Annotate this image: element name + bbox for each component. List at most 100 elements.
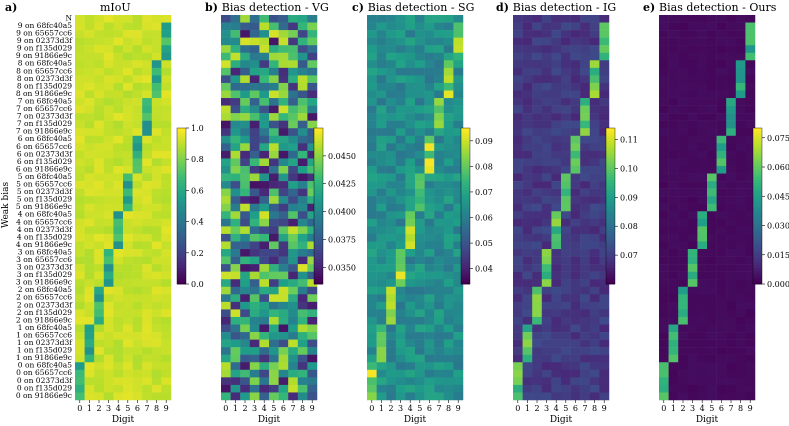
heatmap-cell [589,15,600,23]
heatmap-cell [580,301,591,310]
heatmap-cell [142,135,153,144]
heatmap-cell [367,233,377,242]
heatmap-cell [453,392,464,401]
heatmap-cell [84,301,95,310]
heatmap-cell [249,128,260,137]
colorbar-segment [314,260,323,264]
colorbar-segment [461,148,470,152]
heatmap-cell [541,203,552,212]
colorbar-segment [177,276,186,280]
heatmap-cell [551,105,562,114]
heatmap-cell [259,233,270,242]
heatmap-cell [113,203,124,212]
heatmap-cell [668,347,679,355]
heatmap-cell [376,75,387,84]
heatmap-cell [278,316,289,325]
heatmap-cell [707,120,717,129]
heatmap-cell [532,98,543,106]
heatmap-cell [707,113,717,121]
heatmap-cell [424,256,435,265]
heatmap-cell [522,309,533,318]
heatmap-cell [142,113,153,121]
colorbar-segment [606,213,615,217]
heatmap-cell [716,354,727,363]
heatmap-cell [589,113,600,121]
heatmap-cell [716,316,727,325]
heatmap-cell [453,22,464,31]
heatmap-cell [434,256,445,265]
heatmap-cell [697,218,708,227]
heatmap-cell [589,188,600,197]
heatmap-cell [142,211,153,220]
heatmap-cell [230,392,241,401]
heatmap-cell [123,218,133,227]
heatmap-cell [697,241,708,250]
heatmap-cell [75,309,85,318]
heatmap-cell [678,158,689,167]
heatmap-cell [453,98,464,106]
colorbar-frame [313,127,324,285]
heatmap-cell [561,75,571,84]
heatmap-cell [230,226,241,235]
heatmap-cell [659,241,669,250]
heatmap-cell [240,233,251,242]
heatmap-cell [103,377,114,386]
heatmap-cell [75,286,85,295]
heatmap-cell [75,377,85,386]
heatmap-cell [434,150,445,159]
heatmap-cell [221,203,231,212]
heatmap-cell [599,75,610,84]
heatmap-cell [522,120,533,129]
heatmap-cell [580,324,591,333]
heatmap-cell [161,67,172,76]
colorbar-segment [177,135,186,139]
heatmap-cell [307,249,318,257]
heatmap-cell [367,135,377,144]
x-tick-label: 9 [310,404,315,413]
heatmap-cell [668,128,679,137]
heatmap-cell [707,196,717,204]
heatmap-cell [443,181,454,189]
heatmap-cell [570,52,581,61]
x-axis-label: Digit [404,415,427,425]
heatmap-cell [570,128,581,137]
heatmap-cell [668,45,679,53]
heatmap-cell [297,271,308,280]
heatmap-cell [297,301,308,310]
heatmap-cell [735,188,746,197]
heatmap-cell [230,165,241,174]
colorbar-segment [177,141,186,144]
heatmap-cell [580,98,591,106]
heatmap-cell [240,165,251,174]
heatmap-cell [367,392,377,401]
heatmap-cell [735,52,746,61]
heatmap-cell [453,120,464,129]
heatmap-cell [570,286,581,295]
heatmap-cell [395,286,406,295]
heatmap-cell [707,37,717,46]
heatmap-cell [84,324,95,333]
heatmap-cell [249,181,260,189]
heatmap-cell [142,271,153,280]
heatmap-cell [142,120,153,129]
heatmap-cell [307,271,318,280]
heatmap-cell [745,22,756,31]
panel-title: c) Bias detection - SG [352,1,474,14]
heatmap-cell [376,90,387,99]
heatmap-cell [269,286,279,295]
heatmap-cell [151,67,162,76]
heatmap-cell [659,105,669,114]
heatmap-cell [589,369,600,378]
heatmap-cell [367,60,377,69]
colorbar-frame [605,127,616,285]
heatmap-cell [716,188,727,197]
heatmap-cell [123,158,133,167]
colorbar-tick-label: 0.045 [767,192,789,201]
heatmap-cell [249,286,260,295]
heatmap-cell [453,75,464,84]
heatmap-cell [453,135,464,144]
heatmap-cell [697,15,708,23]
heatmap-cell [405,181,416,189]
heatmap-cell [570,113,581,121]
heatmap-cell [278,113,289,121]
